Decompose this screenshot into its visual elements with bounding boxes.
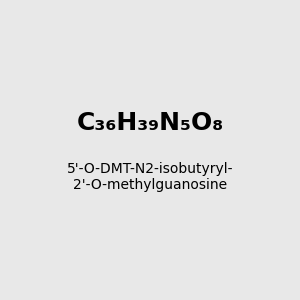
Text: C₃₆H₃₉N₅O₈: C₃₆H₃₉N₅O₈ [76, 111, 224, 135]
Text: 5'-O-DMT-N2-isobutyryl-
2'-O-methylguanosine: 5'-O-DMT-N2-isobutyryl- 2'-O-methylguano… [67, 162, 233, 192]
